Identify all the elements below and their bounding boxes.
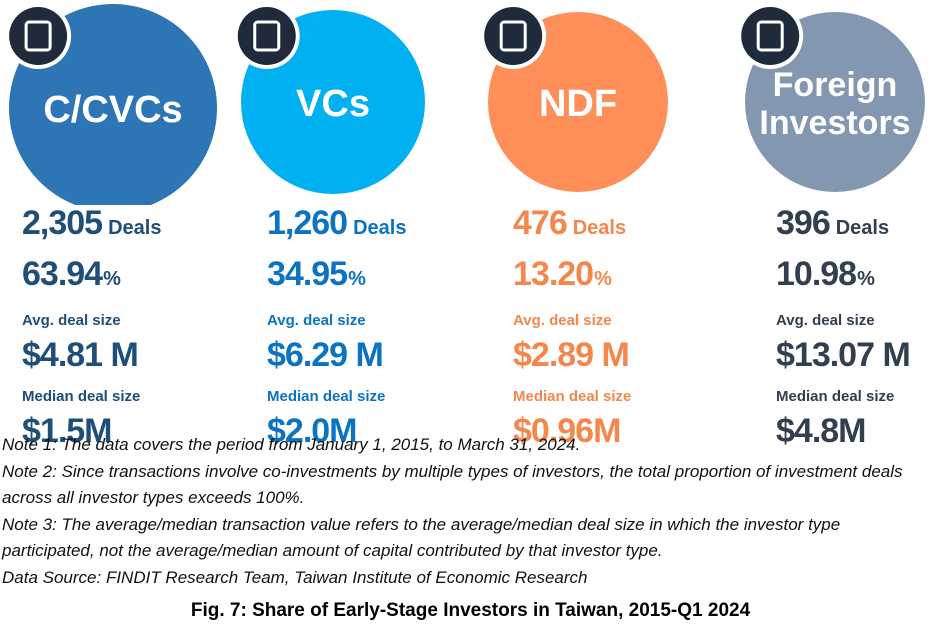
deals-count: 2,305 <box>22 204 103 242</box>
label-word: Investors <box>759 104 910 142</box>
avg-value: $6.29 M <box>267 336 384 374</box>
investor-column: 476 Deals 13.20% Avg. deal size $2.89 M Media… <box>513 200 743 454</box>
deals-row: 1,260 Deals <box>267 200 497 251</box>
icon-glyph <box>499 20 527 52</box>
deals-row: 396 Deals <box>776 200 941 251</box>
deals-unit: Deals <box>572 217 627 239</box>
avg-label: Avg. deal size <box>267 312 366 329</box>
caption: Fig. 7: Share of Early-Stage Investors i… <box>190 600 751 621</box>
deals-count: 1,260 <box>267 204 348 242</box>
share-row: 63.94% <box>22 251 252 302</box>
avg-label: Avg. deal size <box>776 312 875 329</box>
deals-count: 476 <box>513 204 568 242</box>
median-value: $0.96M <box>513 412 621 450</box>
deals-unit: Deals <box>353 217 407 239</box>
deals-count: 396 <box>776 204 831 242</box>
share-row: 13.20% <box>513 251 743 302</box>
share-unit: % <box>348 268 366 290</box>
icon <box>484 7 543 65</box>
icon-glyph <box>24 20 52 52</box>
deals-row: 476 Deals <box>513 200 743 251</box>
share-value: 63.94 <box>22 255 103 293</box>
investor-column: 396 Deals 10.98% Avg. deal size $13.07 M Medi… <box>776 200 941 454</box>
avg-value: $2.89 M <box>513 336 630 374</box>
label-word: Foreign <box>773 66 898 104</box>
deals-row: 2,305 Deals <box>22 200 252 251</box>
note: Data Source: FINDIT Research Team, Taiwa… <box>2 567 588 587</box>
deals-unit: Deals <box>108 217 162 239</box>
median-label: Median deal size <box>22 388 141 405</box>
share-row: 34.95% <box>267 251 497 302</box>
investor-column: 1,260 Deals 34.95% Avg. deal size $6.29 M Med… <box>267 200 497 454</box>
deals-unit: Deals <box>835 217 890 239</box>
share-unit: % <box>594 268 612 290</box>
median-value: $2.0M <box>267 412 358 450</box>
circles: C/CVCs VCs NDF Foreign Investors <box>5 3 925 205</box>
investor-label: NDF <box>539 83 617 125</box>
icon-glyph <box>253 20 281 52</box>
icon <box>741 7 800 65</box>
icon-glyph <box>756 20 784 52</box>
note: Note 2: Since transactions involve co-in… <box>2 461 903 508</box>
avg-value: $4.81 M <box>22 336 139 374</box>
avg-value: $13.07 M <box>776 336 911 374</box>
share-unit: % <box>103 268 121 290</box>
share-value: 13.20 <box>513 255 594 293</box>
median-label: Median deal size <box>776 388 895 405</box>
investor-label: VCs <box>296 83 370 125</box>
icon <box>237 7 296 65</box>
median-label: Median deal size <box>513 388 632 405</box>
investor-column: 2,305 Deals 63.94% Avg. deal size $4.81 M Med… <box>22 200 252 454</box>
median-label: Median deal size <box>267 388 386 405</box>
investor-label: Foreign Investors <box>759 66 910 142</box>
avg-label: Avg. deal size <box>513 312 612 329</box>
share-value: 10.98 <box>776 255 857 293</box>
share-unit: % <box>857 268 875 290</box>
median-value: $4.8M <box>776 412 867 450</box>
note: Note 3: The average/median transaction v… <box>2 514 841 561</box>
median-value: $1.5M <box>22 412 113 450</box>
note: Note 1: The data covers the period from … <box>2 435 581 454</box>
investor-label: C/CVCs <box>43 89 182 131</box>
share-value: 34.95 <box>267 255 348 293</box>
share-row: 10.98% <box>776 251 941 302</box>
notes: Note 1: The data covers the period from … <box>2 432 932 591</box>
icon <box>9 7 68 65</box>
avg-label: Avg. deal size <box>22 312 121 329</box>
